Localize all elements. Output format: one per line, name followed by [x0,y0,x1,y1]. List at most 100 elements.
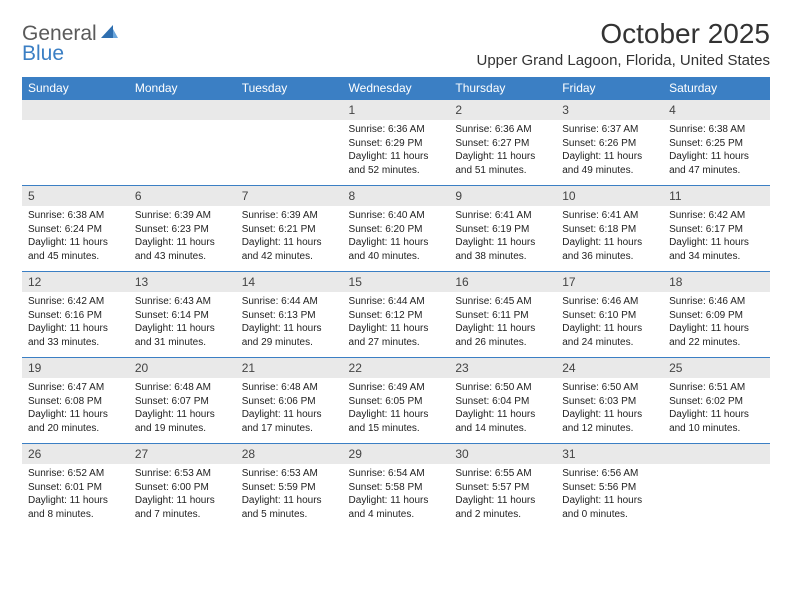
sunrise-text: Sunrise: 6:49 AM [349,381,444,395]
logo-sail-icon [99,23,119,46]
day-number-cell: 20 [129,358,236,379]
day-number-cell: 27 [129,444,236,465]
day-number-cell: 10 [556,186,663,207]
day-number-cell: 1 [343,100,450,121]
day-detail-cell: Sunrise: 6:49 AMSunset: 6:05 PMDaylight:… [343,378,450,444]
daylight-text: Daylight: 11 hours and 7 minutes. [135,494,230,521]
day-detail-cell: Sunrise: 6:41 AMSunset: 6:19 PMDaylight:… [449,206,556,272]
sunrise-text: Sunrise: 6:44 AM [349,295,444,309]
sunrise-text: Sunrise: 6:47 AM [28,381,123,395]
daylight-text: Daylight: 11 hours and 2 minutes. [455,494,550,521]
sunset-text: Sunset: 6:19 PM [455,223,550,237]
sunset-text: Sunset: 6:23 PM [135,223,230,237]
day-detail-cell: Sunrise: 6:47 AMSunset: 6:08 PMDaylight:… [22,378,129,444]
sunset-text: Sunset: 6:13 PM [242,309,337,323]
daylight-text: Daylight: 11 hours and 33 minutes. [28,322,123,349]
day-header: Friday [556,77,663,100]
daylight-text: Daylight: 11 hours and 5 minutes. [242,494,337,521]
day-number-cell: 11 [663,186,770,207]
sunset-text: Sunset: 6:03 PM [562,395,657,409]
sunset-text: Sunset: 6:12 PM [349,309,444,323]
sunrise-text: Sunrise: 6:55 AM [455,467,550,481]
sunset-text: Sunset: 5:58 PM [349,481,444,495]
daylight-text: Daylight: 11 hours and 24 minutes. [562,322,657,349]
month-title: October 2025 [476,18,770,50]
sunset-text: Sunset: 6:00 PM [135,481,230,495]
day-detail-cell: Sunrise: 6:44 AMSunset: 6:12 PMDaylight:… [343,292,450,358]
sunrise-text: Sunrise: 6:54 AM [349,467,444,481]
sunrise-text: Sunrise: 6:41 AM [562,209,657,223]
daylight-text: Daylight: 11 hours and 17 minutes. [242,408,337,435]
sunrise-text: Sunrise: 6:50 AM [455,381,550,395]
sunset-text: Sunset: 5:57 PM [455,481,550,495]
day-number-cell: 26 [22,444,129,465]
day-number-cell: 21 [236,358,343,379]
sunrise-text: Sunrise: 6:42 AM [669,209,764,223]
sunrise-text: Sunrise: 6:46 AM [669,295,764,309]
day-number-cell: 7 [236,186,343,207]
daylight-text: Daylight: 11 hours and 47 minutes. [669,150,764,177]
day-detail-cell: Sunrise: 6:46 AMSunset: 6:10 PMDaylight:… [556,292,663,358]
day-number-cell: 29 [343,444,450,465]
day-number-row: 1234 [22,100,770,121]
title-block: October 2025 Upper Grand Lagoon, Florida… [476,18,770,69]
day-header: Thursday [449,77,556,100]
day-detail-cell: Sunrise: 6:52 AMSunset: 6:01 PMDaylight:… [22,464,129,529]
sunset-text: Sunset: 6:18 PM [562,223,657,237]
daylight-text: Daylight: 11 hours and 45 minutes. [28,236,123,263]
day-detail-cell: Sunrise: 6:48 AMSunset: 6:07 PMDaylight:… [129,378,236,444]
daylight-text: Daylight: 11 hours and 26 minutes. [455,322,550,349]
daylight-text: Daylight: 11 hours and 49 minutes. [562,150,657,177]
sunrise-text: Sunrise: 6:50 AM [562,381,657,395]
day-number-cell: 13 [129,272,236,293]
sunset-text: Sunset: 6:20 PM [349,223,444,237]
sunset-text: Sunset: 6:01 PM [28,481,123,495]
daylight-text: Daylight: 11 hours and 14 minutes. [455,408,550,435]
daylight-text: Daylight: 11 hours and 38 minutes. [455,236,550,263]
sunset-text: Sunset: 6:04 PM [455,395,550,409]
day-detail-cell [22,120,129,186]
sunset-text: Sunset: 6:07 PM [135,395,230,409]
daylight-text: Daylight: 11 hours and 15 minutes. [349,408,444,435]
day-number-cell: 9 [449,186,556,207]
sunset-text: Sunset: 6:29 PM [349,137,444,151]
day-number-cell: 17 [556,272,663,293]
day-number-row: 12131415161718 [22,272,770,293]
sunset-text: Sunset: 6:11 PM [455,309,550,323]
sunrise-text: Sunrise: 6:56 AM [562,467,657,481]
day-detail-cell: Sunrise: 6:56 AMSunset: 5:56 PMDaylight:… [556,464,663,529]
day-detail-cell: Sunrise: 6:42 AMSunset: 6:17 PMDaylight:… [663,206,770,272]
day-detail-cell: Sunrise: 6:40 AMSunset: 6:20 PMDaylight:… [343,206,450,272]
daylight-text: Daylight: 11 hours and 12 minutes. [562,408,657,435]
sunset-text: Sunset: 6:09 PM [669,309,764,323]
day-number-cell: 2 [449,100,556,121]
sunset-text: Sunset: 6:14 PM [135,309,230,323]
sunrise-text: Sunrise: 6:44 AM [242,295,337,309]
day-number-cell: 30 [449,444,556,465]
daylight-text: Daylight: 11 hours and 42 minutes. [242,236,337,263]
sunrise-text: Sunrise: 6:53 AM [242,467,337,481]
sunrise-text: Sunrise: 6:43 AM [135,295,230,309]
sunset-text: Sunset: 6:16 PM [28,309,123,323]
day-number-cell [663,444,770,465]
daylight-text: Daylight: 11 hours and 52 minutes. [349,150,444,177]
daylight-text: Daylight: 11 hours and 0 minutes. [562,494,657,521]
sunset-text: Sunset: 6:17 PM [669,223,764,237]
sunset-text: Sunset: 6:26 PM [562,137,657,151]
day-number-cell: 18 [663,272,770,293]
sunrise-text: Sunrise: 6:39 AM [135,209,230,223]
day-detail-cell [129,120,236,186]
sunrise-text: Sunrise: 6:48 AM [135,381,230,395]
day-detail-cell: Sunrise: 6:38 AMSunset: 6:24 PMDaylight:… [22,206,129,272]
daylight-text: Daylight: 11 hours and 34 minutes. [669,236,764,263]
day-detail-cell: Sunrise: 6:45 AMSunset: 6:11 PMDaylight:… [449,292,556,358]
daylight-text: Daylight: 11 hours and 20 minutes. [28,408,123,435]
daylight-text: Daylight: 11 hours and 36 minutes. [562,236,657,263]
day-number-cell: 22 [343,358,450,379]
sunrise-text: Sunrise: 6:45 AM [455,295,550,309]
daylight-text: Daylight: 11 hours and 22 minutes. [669,322,764,349]
daylight-text: Daylight: 11 hours and 27 minutes. [349,322,444,349]
day-detail-cell: Sunrise: 6:41 AMSunset: 6:18 PMDaylight:… [556,206,663,272]
sunset-text: Sunset: 6:25 PM [669,137,764,151]
day-detail-row: Sunrise: 6:36 AMSunset: 6:29 PMDaylight:… [22,120,770,186]
